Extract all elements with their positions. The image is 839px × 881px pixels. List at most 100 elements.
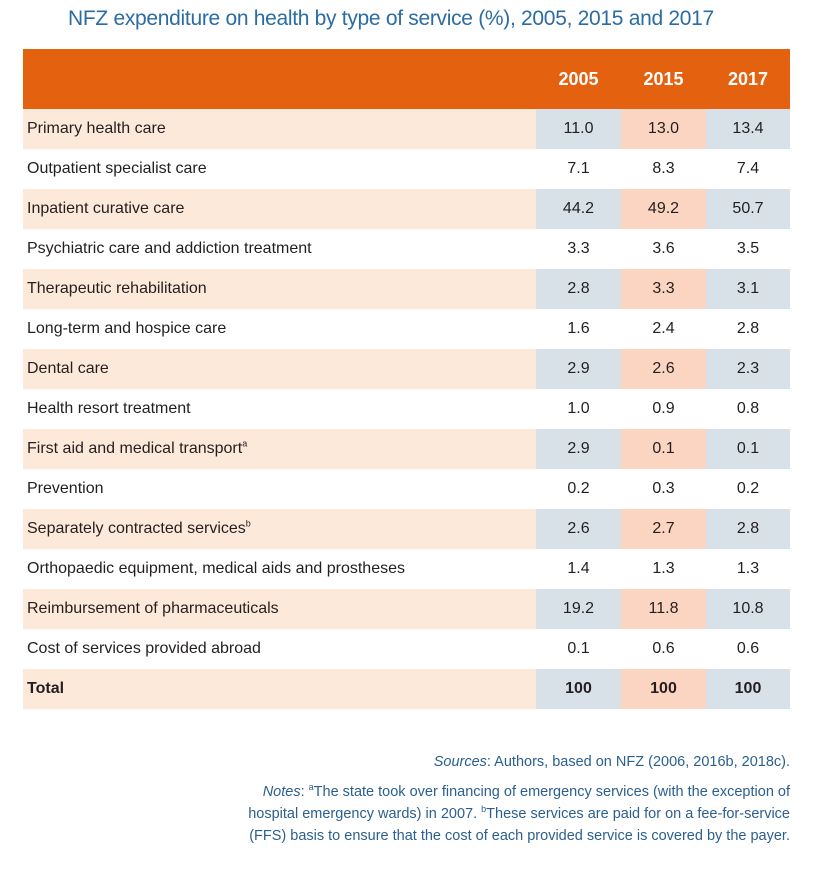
row-label: Primary health care bbox=[23, 109, 536, 149]
row-label: Cost of services provided abroad bbox=[23, 629, 536, 669]
row-label-text: Orthopaedic equipment, medical aids and … bbox=[27, 560, 405, 577]
value-2015: 0.9 bbox=[621, 389, 706, 429]
row-label: Psychiatric care and addiction treatment bbox=[23, 229, 536, 269]
value-2017: 7.4 bbox=[706, 149, 790, 189]
value-2005: 1.6 bbox=[536, 309, 621, 349]
value-2005: 2.8 bbox=[536, 269, 621, 309]
table-row: Prevention 0.2 0.3 0.2 bbox=[23, 469, 790, 509]
value-2005: 100 bbox=[536, 669, 621, 709]
value-2015: 0.3 bbox=[621, 469, 706, 509]
notes-paragraph: Notes: aThe state took over financing of… bbox=[248, 782, 790, 844]
table-row: First aid and medical transporta 2.9 0.1 0.… bbox=[23, 429, 790, 469]
header-2005: 2005 bbox=[536, 49, 621, 109]
row-label: Long-term and hospice care bbox=[23, 309, 536, 349]
row-label: Dental care bbox=[23, 349, 536, 389]
expenditure-table: 2005 2015 2017 Primary health care 11.0 13… bbox=[23, 49, 790, 709]
table-body: Primary health care 11.0 13.0 13.4 Outpatien… bbox=[23, 109, 790, 709]
row-label-text: Cost of services provided abroad bbox=[27, 640, 261, 657]
value-2005: 1.4 bbox=[536, 549, 621, 589]
value-2005: 44.2 bbox=[536, 189, 621, 229]
value-2015: 49.2 bbox=[621, 189, 706, 229]
value-2005: 2.6 bbox=[536, 509, 621, 549]
value-2015: 11.8 bbox=[621, 589, 706, 629]
value-2015: 8.3 bbox=[621, 149, 706, 189]
value-2005: 3.3 bbox=[536, 229, 621, 269]
value-2017: 3.5 bbox=[706, 229, 790, 269]
row-label-text: Therapeutic rehabilitation bbox=[27, 280, 207, 297]
row-label-text: Dental care bbox=[27, 360, 109, 377]
value-2015: 2.4 bbox=[621, 309, 706, 349]
value-2017: 2.8 bbox=[706, 509, 790, 549]
table-total-row: Total 100 100 100 bbox=[23, 669, 790, 709]
row-label: Health resort treatment bbox=[23, 389, 536, 429]
note-b-text: These services are paid for on a fee-for… bbox=[249, 806, 790, 844]
row-label-text: Health resort treatment bbox=[27, 400, 191, 417]
value-2005: 2.9 bbox=[536, 429, 621, 469]
header-2015: 2015 bbox=[621, 49, 706, 109]
value-2015: 2.7 bbox=[621, 509, 706, 549]
table-row: Orthopaedic equipment, medical aids and … bbox=[23, 549, 790, 589]
note-a-text: The state took over financing of emergen… bbox=[248, 784, 790, 822]
row-label-text: Reimbursement of pharmaceuticals bbox=[27, 600, 279, 617]
row-label-text: Prevention bbox=[27, 480, 104, 497]
row-label: Orthopaedic equipment, medical aids and … bbox=[23, 549, 536, 589]
table-row: Dental care 2.9 2.6 2.3 bbox=[23, 349, 790, 389]
row-label-text: Outpatient specialist care bbox=[27, 160, 207, 177]
value-2005: 0.1 bbox=[536, 629, 621, 669]
sources-text: : Authors, based on NFZ (2006, 2016b, 20… bbox=[486, 754, 790, 770]
value-2015: 0.6 bbox=[621, 629, 706, 669]
value-2015: 3.6 bbox=[621, 229, 706, 269]
sources-line: Sources: Authors, based on NFZ (2006, 20… bbox=[230, 751, 790, 773]
table-row: Psychiatric care and addiction treatment… bbox=[23, 229, 790, 269]
value-2005: 7.1 bbox=[536, 149, 621, 189]
value-2015: 1.3 bbox=[621, 549, 706, 589]
row-label: Prevention bbox=[23, 469, 536, 509]
table-row: Outpatient specialist care 7.1 8.3 7.4 bbox=[23, 149, 790, 189]
header-label-cell bbox=[23, 49, 536, 109]
table-row: Cost of services provided abroad 0.1 0.6 0.… bbox=[23, 629, 790, 669]
value-2015: 0.1 bbox=[621, 429, 706, 469]
table-header-row: 2005 2015 2017 bbox=[23, 49, 790, 109]
row-label: Inpatient curative care bbox=[23, 189, 536, 229]
value-2015: 2.6 bbox=[621, 349, 706, 389]
row-label: Total bbox=[23, 669, 536, 709]
value-2017: 100 bbox=[706, 669, 790, 709]
value-2005: 11.0 bbox=[536, 109, 621, 149]
row-label: First aid and medical transporta bbox=[23, 429, 536, 469]
row-label-text: Separately contracted services bbox=[27, 520, 246, 537]
sources-label: Sources bbox=[433, 754, 487, 770]
value-2017: 2.3 bbox=[706, 349, 790, 389]
value-2017: 50.7 bbox=[706, 189, 790, 229]
value-2015: 3.3 bbox=[621, 269, 706, 309]
value-2017: 13.4 bbox=[706, 109, 790, 149]
notes-label: Notes bbox=[262, 784, 301, 800]
row-label: Therapeutic rehabilitation bbox=[23, 269, 536, 309]
table-title: NFZ expenditure on health by type of ser… bbox=[68, 7, 714, 30]
table-row: Therapeutic rehabilitation 2.8 3.3 3.1 bbox=[23, 269, 790, 309]
value-2015: 100 bbox=[621, 669, 706, 709]
value-2017: 0.1 bbox=[706, 429, 790, 469]
row-label: Separately contracted servicesb bbox=[23, 509, 536, 549]
value-2017: 2.8 bbox=[706, 309, 790, 349]
value-2017: 0.6 bbox=[706, 629, 790, 669]
table-row: Primary health care 11.0 13.0 13.4 bbox=[23, 109, 790, 149]
footnote-marker: b bbox=[245, 518, 251, 529]
value-2005: 19.2 bbox=[536, 589, 621, 629]
footnote-marker: a bbox=[242, 438, 248, 449]
value-2005: 2.9 bbox=[536, 349, 621, 389]
row-label: Outpatient specialist care bbox=[23, 149, 536, 189]
table-notes: Sources: Authors, based on NFZ (2006, 20… bbox=[230, 751, 790, 847]
expenditure-table-container: 2005 2015 2017 Primary health care 11.0 13… bbox=[23, 49, 790, 709]
row-label-text: Long-term and hospice care bbox=[27, 320, 227, 337]
row-label-text: Psychiatric care and addiction treatment bbox=[27, 240, 312, 257]
row-label-text: Inpatient curative care bbox=[27, 200, 185, 217]
table-row: Health resort treatment 1.0 0.9 0.8 bbox=[23, 389, 790, 429]
table-row: Separately contracted servicesb 2.6 2.7 2.8 bbox=[23, 509, 790, 549]
value-2005: 0.2 bbox=[536, 469, 621, 509]
table-row: Reimbursement of pharmaceuticals 19.2 11.8… bbox=[23, 589, 790, 629]
value-2017: 10.8 bbox=[706, 589, 790, 629]
table-row: Inpatient curative care 44.2 49.2 50.7 bbox=[23, 189, 790, 229]
value-2017: 0.2 bbox=[706, 469, 790, 509]
value-2005: 1.0 bbox=[536, 389, 621, 429]
header-2017: 2017 bbox=[706, 49, 790, 109]
